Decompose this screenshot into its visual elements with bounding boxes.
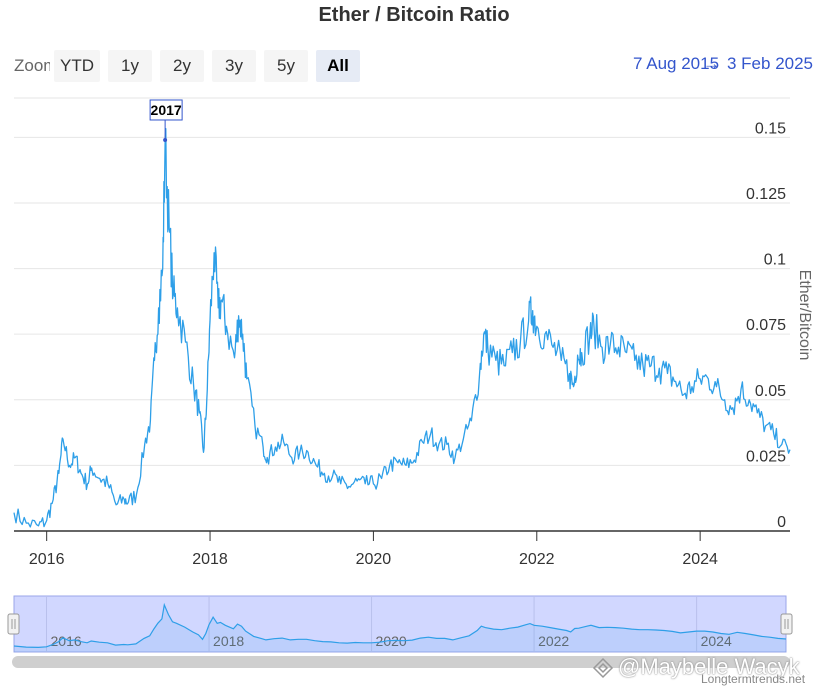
watermark: @Maybelle Wacyk <box>592 654 800 680</box>
zoom-1y-button[interactable]: 1y <box>108 50 152 82</box>
series-ether-bitcoin <box>13 128 791 528</box>
zoom-toolbar: Zoom YTD 1y 2y 3y 5y All <box>14 50 368 82</box>
chart-title: Ether / Bitcoin Ratio <box>318 4 510 26</box>
navigator-area <box>14 604 786 652</box>
range-from-date[interactable]: 7 Aug 2015 <box>633 54 720 73</box>
source-credit: Longtermtrends.net <box>701 672 806 686</box>
navigator-tick-label: 2016 <box>51 633 82 649</box>
zoom-label: Zoom <box>14 56 50 75</box>
y-tick-label: 0.15 <box>755 120 786 137</box>
watermark-text: @Maybelle Wacyk <box>618 654 800 679</box>
flag-label: 2017 <box>151 102 182 118</box>
navigator: 2016 2018 2020 2022 2024 <box>13 596 787 652</box>
navigator-right-handle[interactable] <box>780 613 793 635</box>
diamond-logo-icon <box>592 658 614 679</box>
navigator-tick-label: 2018 <box>213 633 244 649</box>
series-line <box>13 128 791 528</box>
y-axis-ticks: 0 0.025 0.05 0.075 0.1 0.125 0.15 <box>746 120 786 531</box>
navigator-tick-label: 2024 <box>701 633 732 649</box>
navigator-left-handle[interactable] <box>7 613 20 635</box>
range-to-date[interactable]: 3 Feb 2025 <box>727 54 814 73</box>
zoom-all-button[interactable]: All <box>316 50 360 82</box>
range-separator: → <box>703 54 720 73</box>
y-tick-label: 0.05 <box>755 383 786 400</box>
navigator-series-line <box>13 602 787 649</box>
flag-point <box>163 137 168 142</box>
zoom-5y-button[interactable]: 5y <box>264 50 308 82</box>
peak-annotation: 2017 <box>149 99 183 142</box>
y-tick-label: 0 <box>777 514 786 531</box>
x-tick-label: 2018 <box>192 551 228 568</box>
zoom-3y-button[interactable]: 3y <box>212 50 256 82</box>
grid-lines <box>14 136 790 466</box>
navigator-scrollbar[interactable] <box>12 656 790 668</box>
x-tick-label: 2020 <box>356 551 392 568</box>
y-axis-label: Ether/Bitcoin <box>796 270 813 361</box>
y-tick-label: 0.125 <box>746 186 786 203</box>
navigator-tick-label: 2022 <box>538 633 569 649</box>
x-tick-label: 2016 <box>29 551 65 568</box>
y-tick-label: 0.1 <box>764 252 786 269</box>
x-axis-ticks: 2016 2018 2020 2022 2024 <box>29 531 718 568</box>
zoom-2y-button[interactable]: 2y <box>160 50 204 82</box>
y-tick-label: 0.025 <box>746 448 786 465</box>
x-tick-label: 2024 <box>682 551 718 568</box>
flag-box <box>149 99 183 121</box>
y-tick-label: 0.075 <box>746 317 786 334</box>
x-tick-label: 2022 <box>519 551 555 568</box>
zoom-ytd-button[interactable]: YTD <box>54 50 100 82</box>
